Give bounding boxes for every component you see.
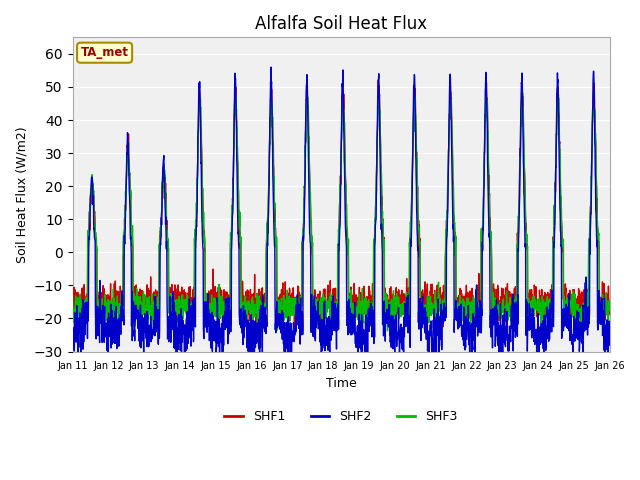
Title: Alfalfa Soil Heat Flux: Alfalfa Soil Heat Flux xyxy=(255,15,427,33)
Y-axis label: Soil Heat Flux (W/m2): Soil Heat Flux (W/m2) xyxy=(15,126,28,263)
Legend: SHF1, SHF2, SHF3: SHF1, SHF2, SHF3 xyxy=(220,405,463,428)
X-axis label: Time: Time xyxy=(326,377,356,390)
Text: TA_met: TA_met xyxy=(81,46,129,59)
